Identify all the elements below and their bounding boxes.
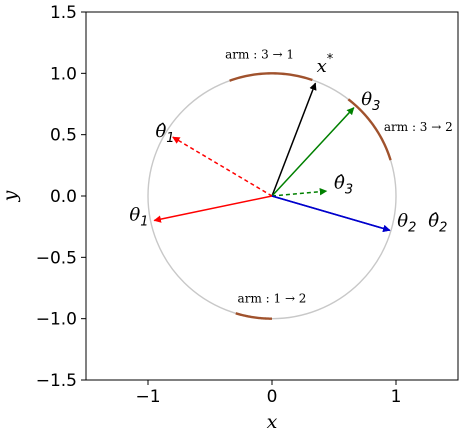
x-star-label: x* [317, 52, 334, 77]
arm-3-2-label: arm : 3 → 2 [384, 120, 453, 134]
theta3-label: θ3 [361, 89, 380, 114]
theta2-label: θ2 [397, 211, 416, 236]
y-tick-label: 0.5 [50, 126, 77, 146]
arm-1-2-arc [235, 312, 273, 320]
x-tick-label: 0 [267, 387, 278, 407]
theta2-hat-vector [271, 195, 391, 233]
theta3-vector [271, 107, 355, 197]
arm-3-2-arc [347, 98, 392, 161]
theta1-label: θ1 [129, 205, 148, 230]
x-star-vector [271, 82, 317, 197]
y-tick-label: −0.5 [36, 248, 77, 268]
theta3-hat-vector [271, 187, 328, 197]
arm-3-1-label: arm : 3 → 1 [225, 48, 294, 62]
x-axis-label: x [267, 411, 278, 432]
x-tick-label: 1 [391, 387, 402, 407]
arm-1-2-label: arm : 1 → 2 [238, 292, 307, 306]
y-tick-label: −1.0 [36, 310, 77, 330]
theta2-hat-label: θ̂2 [428, 211, 447, 236]
x-tick-label: −1 [135, 387, 160, 407]
theta1-hat-vector [172, 136, 273, 197]
y-tick-label: 1.0 [50, 64, 77, 84]
arm-3-1-arc [229, 72, 313, 82]
y-tick-label: 0.0 [50, 187, 77, 207]
y-tick-label: −1.5 [36, 371, 77, 391]
theta3-hat-label: θ̂3 [334, 173, 353, 198]
y-tick-label: 1.5 [50, 3, 77, 23]
y-axis-label: y [0, 190, 21, 202]
theta1-vector [153, 195, 273, 223]
